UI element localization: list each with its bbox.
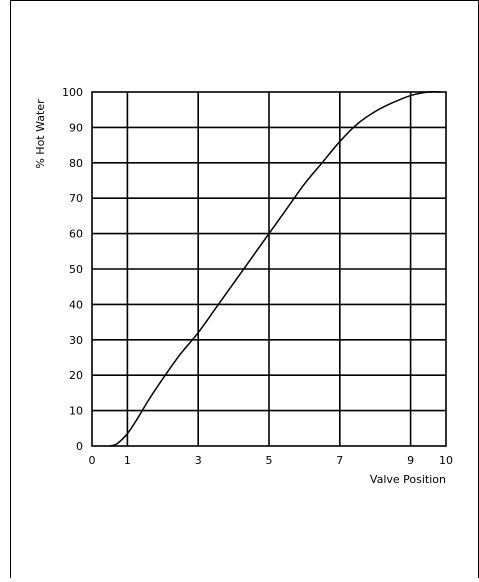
x-tick-label: 5 — [266, 454, 273, 467]
y-tick-label: 80 — [69, 157, 83, 170]
y-tick-label: 70 — [69, 192, 83, 205]
y-tick-label: 50 — [69, 263, 83, 276]
y-axis-label: % Hot Water — [34, 99, 47, 169]
frame-top-border — [10, 0, 479, 1]
frame-left-border — [10, 0, 11, 578]
series-line — [109, 90, 441, 447]
x-tick-label: 0 — [89, 454, 96, 467]
x-tick-label: 1 — [124, 454, 131, 467]
y-tick-label: 100 — [62, 86, 83, 99]
y-tick-label: 0 — [76, 440, 83, 453]
y-tick-label: 40 — [69, 298, 83, 311]
x-tick-label: 10 — [439, 454, 453, 467]
x-axis-label: Valve Position — [370, 473, 446, 486]
y-tick-label: 60 — [69, 228, 83, 241]
plot-area-border — [91, 91, 447, 447]
y-tick-label: 20 — [69, 369, 83, 382]
y-tick-label: 10 — [69, 405, 83, 418]
grid-lines — [92, 92, 446, 446]
x-tick-label: 9 — [407, 454, 414, 467]
x-tick-label: 3 — [195, 454, 202, 467]
y-tick-label: 90 — [69, 121, 83, 134]
y-tick-label: 30 — [69, 334, 83, 347]
x-tick-label: 7 — [336, 454, 343, 467]
